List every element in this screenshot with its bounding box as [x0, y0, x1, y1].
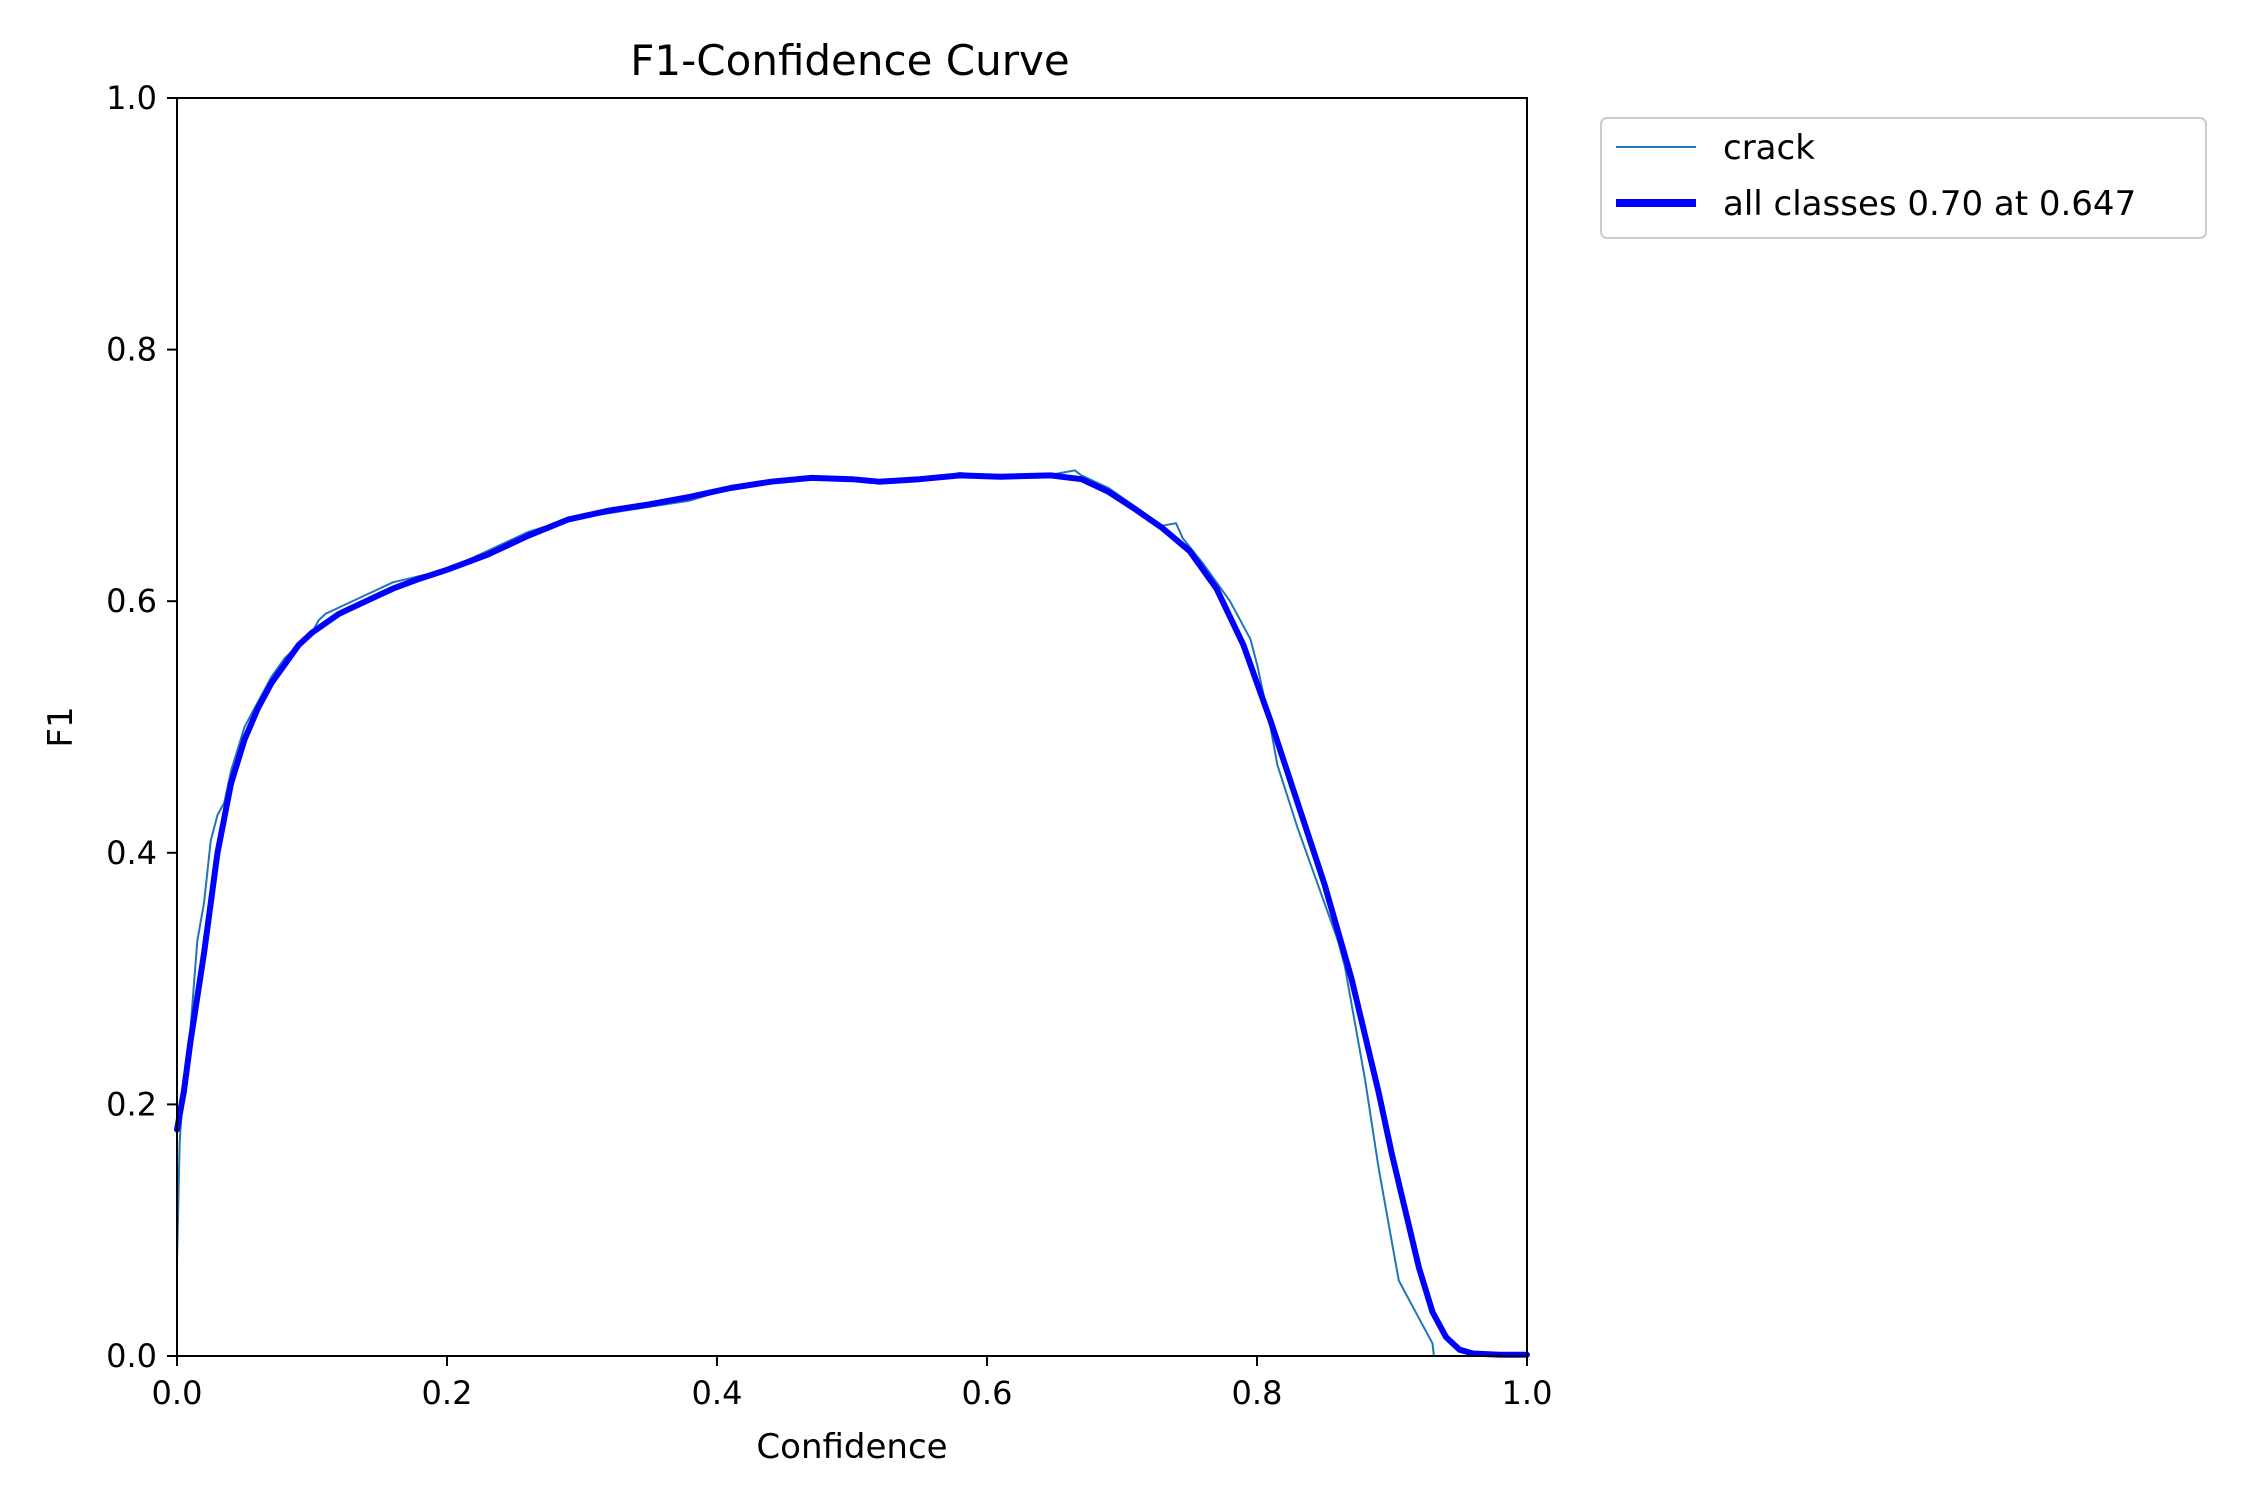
legend-box: [1600, 117, 2207, 239]
series-layer: [174, 469, 1530, 1358]
x-axis: 0.0 0.2 0.4 0.6 0.8 1.0: [152, 1356, 1553, 1412]
series-line-all-classes: [174, 472, 1530, 1358]
y-axis-title: F1: [41, 706, 81, 747]
x-tick-label: 0.8: [1232, 1374, 1283, 1412]
x-tick-label: 0.6: [962, 1374, 1013, 1412]
y-tick-label: 0.6: [106, 582, 157, 620]
y-tick-label: 1.0: [106, 79, 157, 117]
chart-title: F1-Confidence Curve: [630, 36, 1069, 85]
plot-frame: [176, 97, 1528, 1357]
y-axis: 0.0 0.2 0.4 0.6 0.8 1.0: [106, 79, 177, 1375]
x-tick-label: 1.0: [1502, 1374, 1553, 1412]
x-tick-label: 0.0: [152, 1374, 203, 1412]
legend: crack all classes 0.70 at 0.647: [1600, 117, 2207, 239]
y-tick-label: 0.8: [106, 331, 157, 369]
y-tick-label: 0.2: [106, 1085, 157, 1123]
legend-label-crack: crack: [1723, 128, 1815, 168]
y-tick-label: 0.0: [106, 1337, 157, 1375]
x-tick-label: 0.4: [692, 1374, 743, 1412]
plot-background: [177, 98, 1527, 1356]
legend-label-all-classes: all classes 0.70 at 0.647: [1723, 184, 2136, 224]
x-axis-title: Confidence: [756, 1427, 947, 1467]
y-tick-label: 0.4: [106, 834, 157, 872]
plot-area: [174, 97, 1530, 1358]
x-tick-label: 0.2: [422, 1374, 473, 1412]
